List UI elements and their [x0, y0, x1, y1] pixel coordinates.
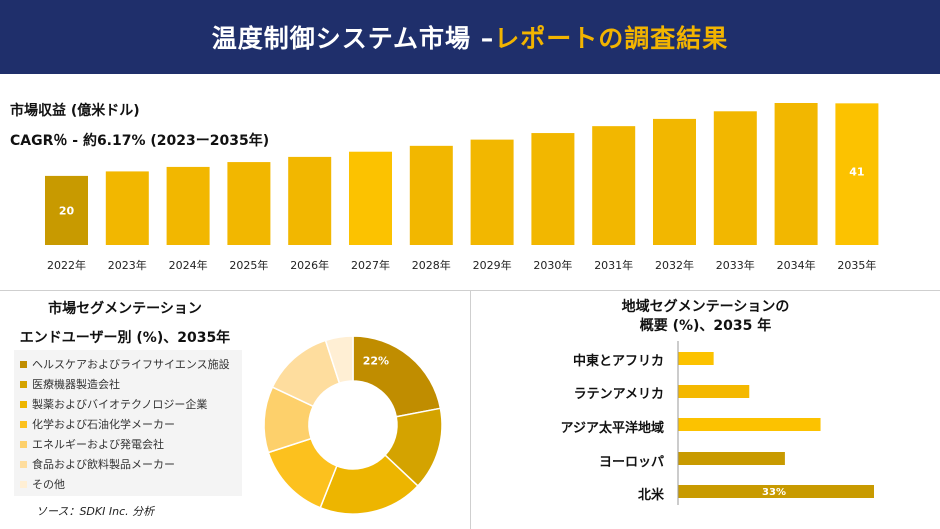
header-title: 温度制御システム市場 –	[211, 24, 495, 53]
legend-item: 医療機器製造会社	[20, 376, 120, 392]
legend-swatch	[20, 360, 27, 368]
revenue-bar	[774, 103, 818, 245]
legend-label: その他	[32, 478, 65, 491]
year-tick-label: 2024年	[169, 258, 208, 272]
region-subtitle: 概要 (%)、2035 年	[639, 318, 772, 334]
legend-item: エネルギーおよび発電会社	[20, 436, 164, 452]
legend-label: 食品および飲料製品メーカー	[32, 458, 175, 471]
region-bar	[678, 385, 750, 398]
revenue-label: 市場収益 (億米ドル)	[10, 103, 140, 119]
source-note: ソース：SDKI Inc. 分析	[36, 505, 155, 518]
year-tick-label: 2025年	[229, 258, 268, 272]
year-tick-label: 2030年	[533, 258, 572, 272]
end-user-subtitle: エンドユーザー別 (%)、2035年	[19, 330, 231, 346]
revenue-bar	[713, 111, 757, 246]
legend-item: 製薬およびバイオテクノロジー企業	[20, 396, 207, 412]
revenue-bar	[470, 139, 514, 245]
header-accent-title: レポートの調査結果	[494, 24, 729, 53]
revenue-bar	[227, 162, 271, 245]
year-tick-label: 2022年	[47, 258, 86, 272]
year-tick-label: 2031年	[594, 258, 633, 272]
year-tick-label: 2032年	[655, 258, 694, 272]
region-title: 地域セグメンテーションの	[621, 299, 790, 315]
revenue-bar	[592, 126, 636, 245]
legend-swatch	[20, 400, 27, 408]
revenue-data-label: 41	[849, 165, 864, 178]
end-user-donut-chart: 22%	[263, 335, 443, 515]
region-bar	[678, 418, 821, 431]
legend-label: エネルギーおよび発電会社	[32, 438, 164, 451]
region-data-label: 33%	[762, 487, 786, 498]
revenue-data-label: 20	[59, 204, 75, 217]
donut-data-label: 22%	[363, 354, 389, 367]
region-bar	[678, 452, 785, 465]
region-label: アジア太平洋地域	[560, 421, 664, 436]
vertical-divider	[470, 291, 471, 529]
legend-item: その他	[20, 476, 65, 492]
region-label: 北米	[637, 488, 664, 503]
year-tick-label: 2028年	[412, 258, 451, 272]
revenue-bar	[653, 118, 696, 245]
revenue-bar-chart: 2022年 20 2023年 2024年 2025年 2026年 2027年 2028年 202…	[45, 103, 879, 272]
year-tick-label: 2035年	[837, 258, 876, 272]
legend-item: ヘルスケアおよびライフサイエンス施設	[20, 356, 230, 372]
year-tick-label: 2023年	[108, 258, 147, 272]
region-bar	[678, 485, 874, 498]
revenue-bar	[835, 103, 879, 246]
region-label: ヨーロッパ	[598, 455, 664, 470]
legend-item: 化学および石油化学メーカー	[20, 416, 175, 432]
region-label: ラテンアメリカ	[573, 387, 664, 402]
revenue-bar	[45, 175, 88, 245]
region-bar-chart: 33%	[677, 341, 874, 505]
donut-slice	[324, 335, 354, 385]
legend-label: 医療機器製造会社	[32, 378, 120, 391]
legend-item: 食品および飲料製品メーカー	[20, 456, 175, 472]
cagr-label: CAGR％ - 約6.17% (2023ー2035年)	[10, 133, 270, 149]
legend-label: 製薬およびバイオテクノロジー企業	[32, 398, 208, 411]
year-tick-label: 2029年	[473, 258, 512, 272]
revenue-bar	[349, 151, 392, 245]
region-label: 中東とアフリカ	[572, 354, 664, 369]
legend-swatch	[20, 480, 27, 488]
legend-swatch	[20, 460, 27, 468]
revenue-bar	[105, 171, 149, 245]
year-tick-label: 2026年	[290, 258, 329, 272]
legend-swatch	[20, 440, 27, 448]
legend-label: ヘルスケアおよびライフサイエンス施設	[32, 358, 230, 371]
year-tick-label: 2027年	[351, 258, 390, 272]
end-user-legend: ヘルスケアおよびライフサイエンス施設 医療機器製造会社 製薬およびバイオテクノロ…	[14, 350, 242, 496]
legend-label: 化学および石油化学メーカー	[32, 418, 175, 431]
revenue-bar	[531, 133, 575, 245]
revenue-bar	[166, 166, 210, 245]
year-tick-label: 2033年	[716, 258, 755, 272]
revenue-panel: 市場収益 (億米ドル) CAGR％ - 約6.17% (2023ー2035年)	[0, 86, 940, 286]
report-header: 温度制御システム市場 – レポートの調査結果	[0, 0, 940, 74]
legend-swatch	[20, 420, 27, 428]
year-tick-label: 2034年	[777, 258, 816, 272]
end-user-title: 市場セグメンテーション	[48, 301, 202, 317]
revenue-bar	[288, 156, 332, 245]
region-bar	[678, 352, 714, 365]
legend-swatch	[20, 380, 27, 388]
revenue-bar	[409, 145, 453, 245]
horizontal-divider	[0, 290, 940, 291]
donut-slice	[352, 335, 442, 418]
